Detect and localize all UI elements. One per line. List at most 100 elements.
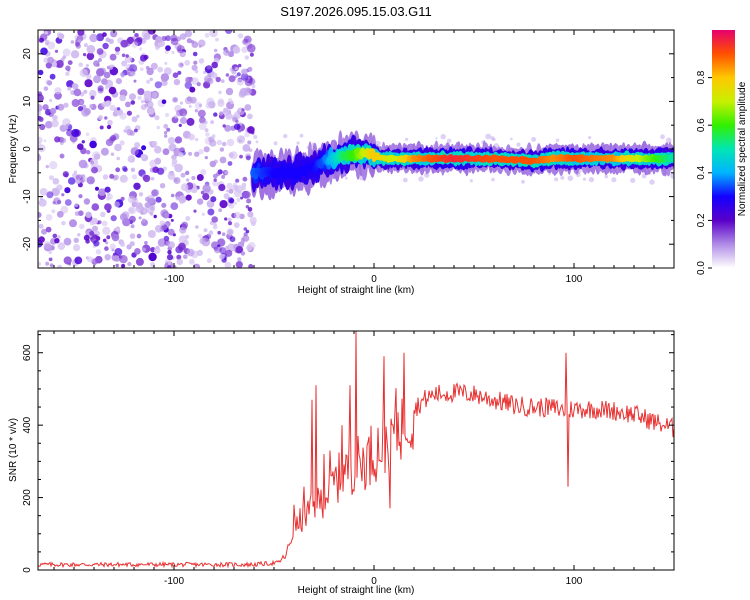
noise-speckle	[243, 227, 248, 231]
noise-speckle	[125, 101, 131, 108]
noise-speckle	[81, 140, 86, 144]
noise-speckle	[126, 36, 134, 45]
noise-speckle	[418, 176, 424, 182]
noise-speckle	[167, 228, 175, 236]
noise-speckle	[38, 198, 47, 207]
noise-speckle	[49, 73, 56, 80]
noise-speckle	[150, 62, 158, 70]
noise-speckle	[74, 203, 79, 208]
noise-speckle	[203, 70, 207, 74]
noise-speckle	[193, 60, 198, 65]
noise-speckle	[198, 122, 207, 131]
noise-speckle	[47, 56, 54, 64]
noise-speckle	[247, 211, 254, 218]
noise-speckle	[78, 194, 83, 199]
noise-speckle	[220, 79, 225, 83]
noise-speckle	[184, 59, 191, 66]
noise-speckle	[247, 44, 256, 53]
noise-speckle	[242, 144, 251, 152]
noise-speckle	[129, 241, 135, 247]
noise-speckle	[141, 218, 146, 223]
noise-speckle	[170, 218, 174, 222]
noise-speckle	[176, 254, 182, 260]
noise-speckle	[86, 150, 91, 155]
noise-speckle	[86, 52, 95, 61]
noise-speckle	[184, 81, 192, 89]
noise-speckle	[253, 135, 258, 139]
noise-speckle	[204, 120, 208, 125]
noise-speckle	[247, 113, 253, 120]
noise-speckle	[61, 193, 65, 197]
noise-speckle	[188, 104, 192, 108]
noise-speckle	[204, 128, 209, 133]
noise-speckle	[51, 119, 59, 128]
noise-speckle	[167, 261, 172, 265]
noise-speckle	[670, 172, 674, 179]
noise-speckle	[64, 199, 72, 206]
noise-speckle	[251, 84, 256, 89]
noise-speckle	[67, 86, 72, 91]
noise-speckle	[179, 226, 187, 234]
noise-speckle	[217, 230, 221, 235]
noise-speckle	[188, 133, 195, 141]
noise-speckle	[79, 223, 85, 230]
noise-speckle	[115, 78, 122, 85]
noise-speckle	[83, 89, 88, 94]
noise-speckle	[73, 170, 77, 174]
noise-speckle	[156, 167, 165, 175]
noise-speckle	[114, 143, 122, 152]
spectrogram-xlabel: Height of straight line (km)	[298, 285, 415, 296]
noise-speckle	[123, 167, 128, 173]
noise-speckle	[89, 33, 98, 43]
noise-speckle	[224, 217, 228, 221]
noise-speckle	[66, 129, 74, 137]
snr-ytick-label: 0	[22, 567, 33, 573]
noise-speckle	[194, 69, 199, 74]
noise-speckle	[93, 60, 100, 67]
noise-speckle	[227, 229, 233, 235]
noise-speckle	[151, 140, 158, 147]
noise-speckle	[402, 177, 408, 183]
noise-speckle	[85, 63, 89, 68]
noise-speckle	[235, 246, 243, 254]
noise-speckle	[63, 256, 72, 265]
noise-speckle	[191, 175, 196, 181]
noise-speckle	[170, 37, 179, 46]
noise-speckle	[127, 261, 132, 267]
chart-title: S197.2026.095.15.03.G11	[280, 4, 432, 19]
noise-speckle	[194, 109, 199, 113]
noise-speckle	[98, 115, 103, 121]
noise-speckle	[96, 48, 104, 55]
noise-speckle	[218, 90, 222, 95]
noise-speckle	[69, 219, 77, 228]
spectrogram-ytick-label: 0	[22, 146, 33, 152]
noise-speckle	[243, 191, 251, 199]
noise-speckle	[128, 207, 134, 213]
noise-speckle	[102, 32, 107, 37]
noise-speckle	[240, 196, 244, 200]
noise-speckle	[119, 94, 126, 102]
noise-speckle	[144, 196, 150, 202]
noise-speckle	[224, 124, 232, 132]
noise-speckle	[120, 242, 126, 247]
noise-speckle	[206, 77, 214, 85]
snr-ylabel: SNR (10 * v/v)	[8, 418, 19, 482]
noise-speckle	[244, 104, 252, 111]
noise-speckle	[138, 192, 144, 197]
noise-speckle	[54, 49, 59, 53]
noise-speckle	[139, 47, 143, 51]
noise-speckle	[132, 174, 137, 180]
noise-speckle	[202, 184, 211, 193]
noise-speckle	[115, 50, 120, 56]
noise-speckle	[204, 32, 210, 38]
noise-speckle	[105, 100, 112, 106]
noise-speckle	[38, 236, 45, 243]
noise-speckle	[56, 210, 64, 218]
noise-speckle	[47, 41, 56, 50]
spectrogram-ytick-label: -20	[22, 237, 33, 252]
noise-speckle	[179, 199, 184, 205]
noise-speckle	[173, 78, 181, 86]
noise-speckle	[218, 208, 223, 213]
noise-speckle	[109, 53, 117, 61]
noise-speckle	[86, 44, 96, 54]
